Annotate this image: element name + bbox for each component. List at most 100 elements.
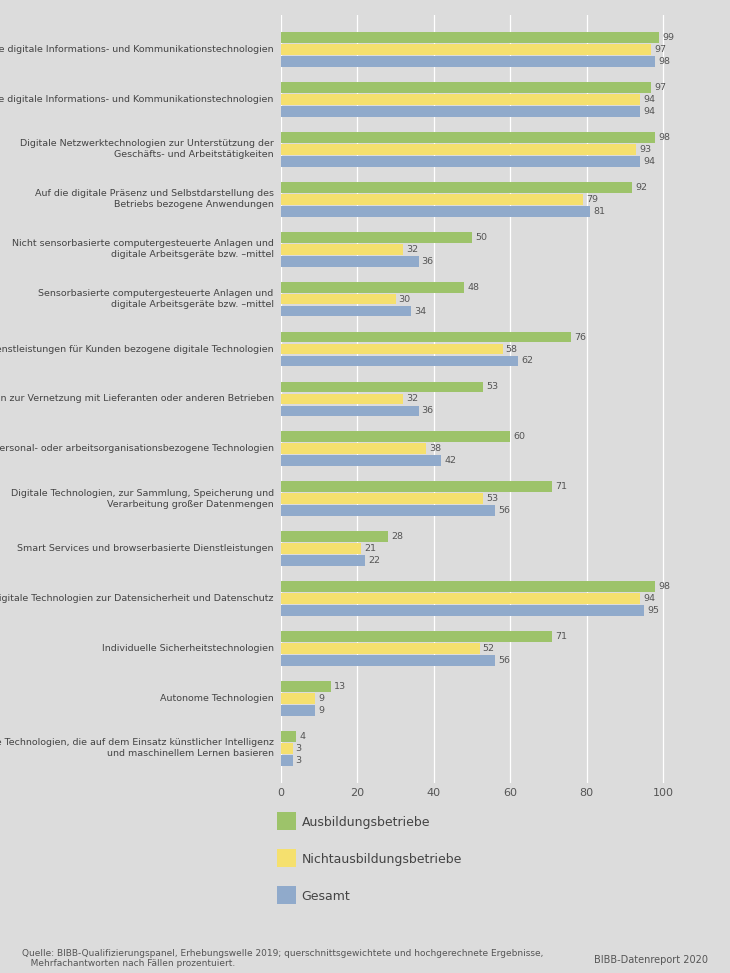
- Bar: [281, 743, 293, 754]
- Text: 93: 93: [639, 145, 651, 154]
- Bar: [281, 56, 656, 67]
- Bar: [281, 594, 640, 604]
- Text: 76: 76: [575, 333, 586, 342]
- Text: 28: 28: [391, 532, 403, 541]
- Text: Ausbildungsbetriebe: Ausbildungsbetriebe: [301, 815, 430, 829]
- Text: 97: 97: [655, 45, 666, 54]
- Text: 4: 4: [299, 732, 305, 740]
- Bar: [281, 543, 361, 554]
- Bar: [281, 232, 472, 242]
- Bar: [281, 256, 418, 267]
- Bar: [281, 194, 583, 204]
- Text: Smart Services und browserbasierte Dienstleistungen: Smart Services und browserbasierte Diens…: [18, 544, 274, 554]
- Bar: [281, 406, 418, 416]
- Text: 13: 13: [334, 682, 346, 691]
- Text: Portable digitale Informations- und Kommunikationstechnologien: Portable digitale Informations- und Komm…: [0, 95, 274, 104]
- Bar: [281, 755, 293, 766]
- Bar: [281, 643, 480, 654]
- Text: 56: 56: [498, 656, 510, 665]
- Bar: [281, 431, 510, 443]
- Bar: [281, 455, 442, 466]
- Text: Nicht portable digitale Informations- und Kommunikationstechnologien: Nicht portable digitale Informations- un…: [0, 45, 274, 54]
- Bar: [281, 244, 403, 255]
- Bar: [281, 94, 640, 105]
- Text: 95: 95: [647, 606, 659, 615]
- Bar: [281, 681, 331, 692]
- Text: 22: 22: [368, 557, 380, 565]
- Text: 56: 56: [498, 506, 510, 516]
- Text: 9: 9: [318, 705, 324, 715]
- Text: Digitale Technologien, zur Sammlung, Speicherung und
Verarbeitung großer Datenme: Digitale Technologien, zur Sammlung, Spe…: [11, 488, 274, 509]
- Bar: [281, 282, 464, 293]
- Bar: [281, 505, 495, 516]
- Text: 32: 32: [407, 244, 418, 254]
- Text: BIBB-Datenreport 2020: BIBB-Datenreport 2020: [594, 955, 708, 965]
- Text: 94: 94: [643, 95, 655, 104]
- Text: Nichtausbildungsbetriebe: Nichtausbildungsbetriebe: [301, 852, 462, 866]
- Bar: [281, 332, 572, 342]
- Bar: [281, 493, 483, 504]
- Bar: [281, 144, 637, 155]
- Bar: [281, 343, 502, 354]
- Bar: [281, 444, 426, 454]
- Text: 53: 53: [486, 382, 499, 391]
- Text: 98: 98: [658, 57, 670, 66]
- Text: 98: 98: [658, 133, 670, 142]
- Text: 97: 97: [655, 83, 666, 92]
- Text: 79: 79: [585, 195, 598, 203]
- Text: 71: 71: [556, 632, 567, 641]
- Text: 3: 3: [296, 743, 301, 753]
- Text: Autonome Technologien: Autonome Technologien: [160, 694, 274, 703]
- Text: Einfache digitale Technologien zur Datensicherheit und Datenschutz: Einfache digitale Technologien zur Daten…: [0, 595, 274, 603]
- Bar: [281, 531, 388, 542]
- Bar: [281, 82, 651, 92]
- Bar: [281, 156, 640, 166]
- Text: 3: 3: [296, 756, 301, 765]
- Bar: [281, 705, 315, 716]
- Bar: [281, 294, 396, 305]
- Text: Individuelle Sicherheitstechnologien: Individuelle Sicherheitstechnologien: [101, 644, 274, 653]
- Text: 71: 71: [556, 483, 567, 491]
- Text: 94: 94: [643, 157, 655, 165]
- Text: Auf die digitale Präsenz und Selbstdarstellung des
Betriebs bezogene Anwendungen: Auf die digitale Präsenz und Selbstdarst…: [35, 189, 274, 209]
- Text: 92: 92: [635, 183, 648, 192]
- Text: 48: 48: [467, 282, 480, 292]
- Text: Digitale Netzwerktechnologien zur Unterstützung der
Geschäfts- und Arbeitstätigk: Digitale Netzwerktechnologien zur Unters…: [20, 139, 274, 160]
- Text: 94: 94: [643, 107, 655, 116]
- Text: Digitale Technologien zur Vernetzung mit Lieferanten oder anderen Betrieben: Digitale Technologien zur Vernetzung mit…: [0, 394, 274, 404]
- Bar: [281, 605, 644, 616]
- Bar: [281, 655, 495, 666]
- Bar: [281, 693, 315, 703]
- Bar: [281, 306, 411, 316]
- Text: 21: 21: [364, 544, 376, 554]
- Text: 30: 30: [399, 295, 411, 304]
- Bar: [281, 44, 651, 54]
- Text: 50: 50: [475, 233, 487, 241]
- Bar: [281, 381, 483, 392]
- Text: Speziell auf Dienstleistungen für Kunden bezogene digitale Technologien: Speziell auf Dienstleistungen für Kunden…: [0, 344, 274, 353]
- Bar: [281, 393, 403, 405]
- Bar: [281, 355, 518, 367]
- Text: 98: 98: [658, 582, 670, 592]
- Bar: [281, 182, 632, 193]
- Text: 42: 42: [445, 456, 456, 465]
- Text: 34: 34: [414, 306, 426, 315]
- Bar: [281, 631, 552, 642]
- Text: Quelle: BIBB-Qualifizierungspanel, Erhebungswelle 2019; querschnittsgewichtete u: Quelle: BIBB-Qualifizierungspanel, Erheb…: [22, 949, 543, 968]
- Text: 36: 36: [422, 257, 434, 266]
- Text: 38: 38: [429, 445, 442, 453]
- Bar: [281, 482, 552, 492]
- Text: 52: 52: [483, 644, 495, 653]
- Bar: [281, 731, 296, 741]
- Text: Personal- oder arbeitsorganisationsbezogene Technologien: Personal- oder arbeitsorganisationsbezog…: [0, 445, 274, 453]
- Text: 53: 53: [486, 494, 499, 503]
- Text: Digitale Technologien, die auf dem Einsatz künstlicher Intelligenz
und maschinel: Digitale Technologien, die auf dem Einsa…: [0, 739, 274, 758]
- Bar: [281, 32, 659, 43]
- Text: 81: 81: [593, 206, 605, 216]
- Bar: [281, 206, 591, 217]
- Text: 36: 36: [422, 407, 434, 415]
- Text: Nicht sensorbasierte computergesteuerte Anlagen und
digitale Arbeitsgeräte bzw. : Nicht sensorbasierte computergesteuerte …: [12, 239, 274, 259]
- Text: 9: 9: [318, 694, 324, 703]
- Text: 62: 62: [521, 356, 533, 366]
- Bar: [281, 132, 656, 143]
